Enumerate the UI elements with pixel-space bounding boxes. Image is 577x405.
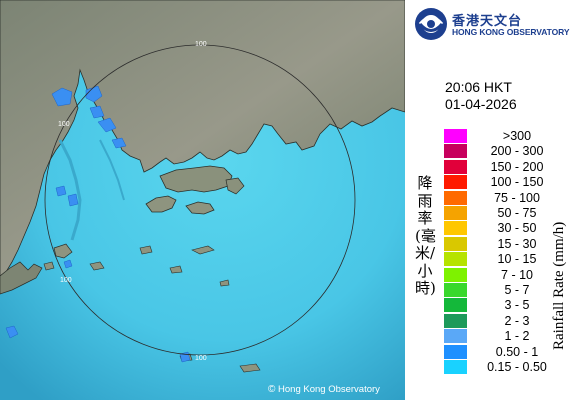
lantau-island [145, 195, 177, 213]
legend-label: 10 - 15 [497, 252, 537, 266]
range-ring-ticks: 100 100 100 100 [58, 41, 207, 362]
legend-swatch [444, 283, 467, 297]
legend-swatch [444, 160, 467, 174]
legend-label: 75 - 100 [494, 191, 540, 205]
hong-kong-island [185, 201, 215, 215]
radar-map-svg: 100 100 100 100 [0, 0, 406, 400]
legend-swatch [444, 268, 467, 282]
wanshan-island-2 [139, 245, 153, 255]
range-ring-label-northwest: 100 [58, 121, 70, 128]
legend-swatch [444, 237, 467, 251]
legend-swatch [444, 191, 467, 205]
legend-label: 150 - 200 [490, 160, 544, 174]
range-ring-label-north: 100 [195, 41, 207, 48]
legend-label: 200 - 300 [490, 144, 544, 158]
range-ring-label-south: 100 [195, 355, 207, 362]
island-south-1 [191, 245, 215, 255]
mainland-landmass [0, 0, 406, 277]
legend-label: 0.50 - 1 [495, 345, 539, 359]
rain-echoes [5, 85, 191, 363]
copyright-notice: © Hong Kong Observatory [268, 384, 380, 395]
legend-panel: 香港天文台 HONG KONG OBSERVATORY 20:06 HKT 01… [405, 0, 577, 400]
legend-label: 3 - 5 [504, 298, 530, 312]
legend-swatch [444, 298, 467, 312]
logo-english-name: HONG KONG OBSERVATORY [452, 27, 570, 37]
logo-chinese-name: 香港天文台 [452, 14, 523, 29]
range-rings [44, 44, 356, 356]
legend-swatch [444, 314, 467, 328]
legend-label: 7 - 10 [501, 268, 533, 282]
wanshan-island-1 [89, 261, 105, 271]
macau-area [53, 243, 73, 259]
radar-time: 20:06 HKT [445, 79, 512, 95]
legend-swatch [444, 345, 467, 359]
legend-label: 5 - 7 [504, 283, 530, 297]
island-far-south-1 [239, 363, 261, 373]
legend-label: 0.15 - 0.50 [487, 360, 547, 374]
island-south-2 [169, 265, 183, 274]
hko-logo-icon [415, 8, 447, 40]
island-southwest [43, 261, 55, 271]
legend-swatch [444, 360, 467, 374]
estuary-channel [58, 139, 82, 241]
legend-label: 1 - 2 [504, 329, 530, 343]
legend-label: 100 - 150 [490, 175, 544, 189]
estuary-channel-2 [99, 139, 125, 201]
legend-label: 30 - 50 [497, 221, 537, 235]
west-delta-land [0, 261, 43, 295]
legend-swatch [444, 221, 467, 235]
legend-swatch [444, 206, 467, 220]
legend-label: 50 - 75 [497, 206, 537, 220]
legend-label: >300 [502, 129, 532, 143]
radar-date: 01-04-2026 [445, 96, 517, 112]
island-south-3 [219, 279, 230, 287]
legend-title-chinese: 降雨率(毫米/小時) [415, 174, 436, 297]
legend-swatch [444, 175, 467, 189]
radar-map[interactable]: 100 100 100 100 © Hong Kong Observatory [0, 0, 406, 400]
legend-swatch [444, 144, 467, 158]
legend-label: 2 - 3 [504, 314, 530, 328]
legend-swatch [444, 129, 467, 143]
sai-kung-peninsula [225, 177, 245, 195]
legend-swatch [444, 329, 467, 343]
legend-label: 15 - 30 [497, 237, 537, 251]
range-ring-label-southwest: 100 [60, 277, 72, 284]
legend-swatch [444, 252, 467, 266]
